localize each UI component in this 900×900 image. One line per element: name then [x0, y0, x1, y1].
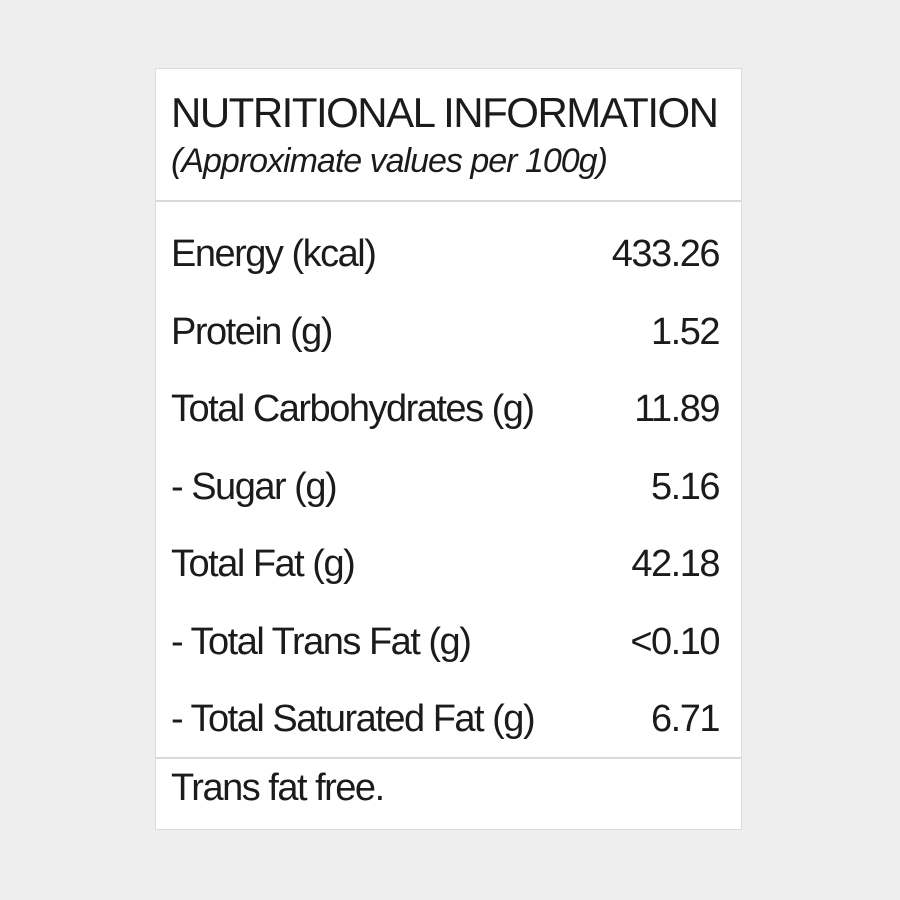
nutrient-table: Energy (kcal) 433.26 Protein (g) 1.52 To… — [156, 202, 741, 759]
nutrient-label: Protein (g) — [171, 310, 333, 353]
label-title: NUTRITIONAL INFORMATION — [171, 89, 719, 136]
nutrient-row-protein: Protein (g) 1.52 — [156, 294, 741, 372]
label-header: NUTRITIONAL INFORMATION (Approximate val… — [156, 69, 741, 202]
nutrient-row-saturated-fat: - Total Saturated Fat (g) 6.71 — [156, 681, 741, 759]
nutrient-row-sugar: - Sugar (g) 5.16 — [156, 449, 741, 527]
nutrient-value: 5.16 — [651, 465, 720, 508]
nutrient-label: Total Carbohydrates (g) — [171, 388, 535, 431]
nutrition-label: NUTRITIONAL INFORMATION (Approximate val… — [155, 68, 742, 830]
nutrient-value: 1.52 — [651, 310, 720, 353]
nutrient-label: Total Fat (g) — [171, 543, 356, 586]
nutrient-row-trans-fat: - Total Trans Fat (g) <0.10 — [156, 604, 741, 682]
nutrient-value: 433.26 — [611, 233, 721, 276]
label-footer-note: Trans fat free. — [171, 767, 385, 809]
label-subtitle: (Approximate values per 100g) — [171, 142, 608, 180]
nutrient-value: <0.10 — [630, 620, 720, 663]
nutrient-label: Energy (kcal) — [171, 233, 377, 276]
nutrient-value: 11.89 — [634, 388, 720, 431]
nutrient-row-energy: Energy (kcal) 433.26 — [156, 216, 741, 294]
nutrient-value: 6.71 — [651, 698, 720, 741]
nutrient-label: - Total Trans Fat (g) — [171, 620, 472, 663]
nutrient-row-carbohydrates: Total Carbohydrates (g) 11.89 — [156, 371, 741, 449]
nutrient-label: - Total Saturated Fat (g) — [171, 698, 536, 741]
nutrient-label: - Sugar (g) — [171, 465, 338, 508]
nutrient-row-total-fat: Total Fat (g) 42.18 — [156, 526, 741, 604]
nutrient-value: 42.18 — [631, 543, 720, 586]
